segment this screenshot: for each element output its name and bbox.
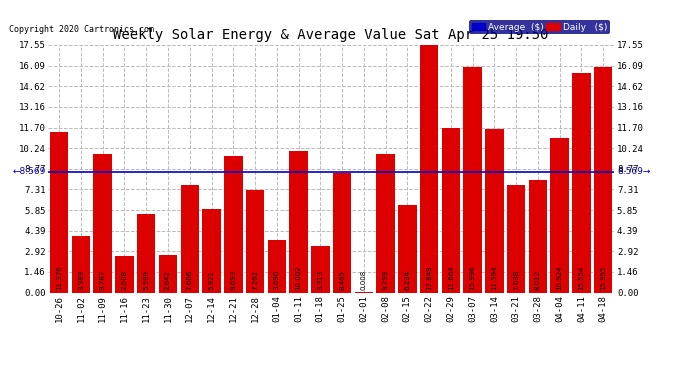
Bar <box>93 154 112 292</box>
Text: 7.638: 7.638 <box>513 270 519 290</box>
Text: 2.608: 2.608 <box>121 270 128 290</box>
Bar <box>420 41 438 292</box>
Text: 3.690: 3.690 <box>274 270 280 290</box>
Text: 11.664: 11.664 <box>448 266 454 290</box>
Bar <box>50 132 68 292</box>
Text: 5.921: 5.921 <box>208 270 215 290</box>
Bar <box>551 138 569 292</box>
Text: 0.008: 0.008 <box>361 270 367 290</box>
Text: 3.313: 3.313 <box>317 270 324 290</box>
Title: Weekly Solar Energy & Average Value Sat Apr 25 19:50: Weekly Solar Energy & Average Value Sat … <box>113 28 549 42</box>
Text: 15.554: 15.554 <box>578 266 584 290</box>
Bar <box>181 185 199 292</box>
Bar <box>376 154 395 292</box>
Bar <box>159 255 177 292</box>
Bar <box>115 256 134 292</box>
Bar <box>398 205 417 292</box>
Text: 2.642: 2.642 <box>165 270 171 290</box>
Bar <box>246 190 264 292</box>
Text: 11.376: 11.376 <box>56 266 62 290</box>
Bar <box>464 67 482 292</box>
Bar <box>202 209 221 292</box>
Text: 3.989: 3.989 <box>78 270 84 290</box>
Text: 8.569→: 8.569→ <box>617 167 650 176</box>
Bar <box>268 240 286 292</box>
Bar <box>72 236 90 292</box>
Text: 11.594: 11.594 <box>491 266 497 290</box>
Text: 5.599: 5.599 <box>144 270 149 290</box>
Bar <box>529 180 547 292</box>
Text: 9.787: 9.787 <box>99 270 106 290</box>
Text: 8.465: 8.465 <box>339 270 345 290</box>
Text: 8.012: 8.012 <box>535 270 541 290</box>
Bar <box>289 152 308 292</box>
Text: 10.924: 10.924 <box>557 266 563 290</box>
Text: 6.234: 6.234 <box>404 270 411 290</box>
Bar <box>224 156 242 292</box>
Text: 9.693: 9.693 <box>230 270 236 290</box>
Bar <box>311 246 330 292</box>
Text: 10.002: 10.002 <box>295 266 302 290</box>
Legend: Average  ($), Daily   ($): Average ($), Daily ($) <box>469 20 609 34</box>
Text: 7.606: 7.606 <box>187 270 193 290</box>
Bar <box>442 128 460 292</box>
Text: 15.996: 15.996 <box>470 266 475 290</box>
Text: ←8.569: ←8.569 <box>12 167 46 176</box>
Bar <box>594 68 613 292</box>
Bar <box>333 173 351 292</box>
Text: Copyright 2020 Cartronics.com: Copyright 2020 Cartronics.com <box>9 25 154 34</box>
Bar <box>572 73 591 292</box>
Bar <box>507 185 525 292</box>
Text: 17.849: 17.849 <box>426 266 432 290</box>
Text: 7.262: 7.262 <box>252 270 258 290</box>
Bar <box>137 213 155 292</box>
Text: 15.955: 15.955 <box>600 266 607 290</box>
Bar <box>485 129 504 292</box>
Text: 9.799: 9.799 <box>382 270 388 290</box>
